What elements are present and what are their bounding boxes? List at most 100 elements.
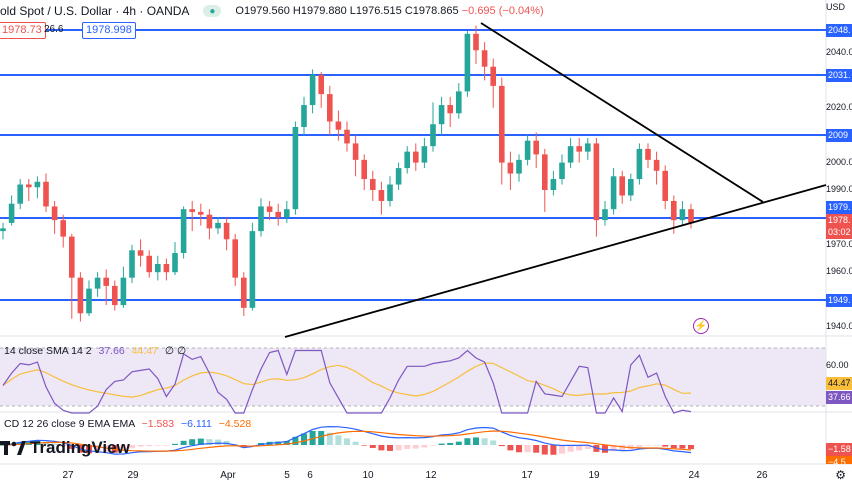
candle-body [172, 253, 178, 273]
tradingview-logo[interactable]: TradingView [0, 438, 130, 458]
macd-hist-bar [301, 433, 307, 445]
symbol-title[interactable]: old Spot / U.S. Dollar · 4h · OANDA [0, 4, 190, 18]
candle-body [610, 176, 617, 210]
candle-body [180, 209, 187, 254]
candle-body [94, 277, 101, 289]
macd-hist-bar [645, 445, 651, 446]
candle-body [26, 184, 32, 188]
macd-legend[interactable]: CD 12 26 close 9 EMA EMA −1.583 −6.111 −… [4, 418, 251, 430]
ohlc-values: O1979.560 H1979.880 L1976.515 C1978.865 [235, 5, 459, 17]
macd-hist-bar [172, 443, 178, 445]
candle-body [653, 159, 660, 171]
macd-hist-bar [146, 445, 153, 447]
candle-body [284, 209, 290, 218]
candle-body [542, 154, 548, 190]
time-tick-label: 19 [588, 470, 600, 481]
rsi-axis-tick: 60.00 [826, 360, 849, 370]
time-tick-label: 5 [284, 470, 290, 481]
macd-hist-bar [180, 440, 187, 445]
candle-body [198, 211, 204, 215]
chart-header: old Spot / U.S. Dollar · 4h · OANDA ● O1… [0, 2, 544, 20]
candle-body [370, 179, 376, 190]
current-price-tag: 1978. [826, 214, 852, 227]
candle-body [352, 143, 359, 160]
macd-hist-bar [412, 445, 419, 449]
candle-body [249, 231, 256, 308]
macd-hist-bar [326, 432, 333, 445]
time-tick-label: 17 [521, 470, 533, 481]
time-tick-label: 10 [362, 470, 374, 481]
candle-body [163, 263, 170, 273]
macd-hist-bar [653, 445, 660, 446]
descending-trendline[interactable] [480, 22, 764, 203]
macd-hist-bar [688, 445, 694, 450]
rsi-sma-value: 44.47 [131, 345, 158, 357]
candle-body [103, 277, 109, 286]
candle-body [335, 121, 342, 130]
candle-body [645, 148, 651, 160]
candle-body [232, 239, 238, 278]
macd-hist-bar [352, 441, 359, 445]
alert-bolt-icon[interactable]: ⚡ [693, 318, 709, 334]
candle-body [129, 250, 135, 278]
macd-hist-bar [318, 431, 325, 445]
macd-label: CD 12 26 close 9 EMA EMA [4, 418, 135, 430]
macd-hist-bar [602, 445, 608, 453]
candle-body [309, 74, 316, 106]
currency-label[interactable]: USD [826, 2, 846, 12]
rsi-value-tag: 37.66 [826, 391, 852, 404]
macd-hist-bar [559, 445, 565, 454]
sell-button[interactable]: 1978.73 [0, 22, 46, 39]
macd-hist-bar [679, 445, 686, 449]
candle-body [258, 206, 264, 232]
rsi-label: 14 close SMA 14 2 [4, 345, 92, 357]
time-tick-label: 27 [62, 470, 74, 481]
candle-body [395, 168, 402, 185]
macd-hist-bar [283, 441, 290, 445]
macd-hist-bar [43, 441, 49, 445]
macd-hist-bar [438, 443, 445, 445]
candle-body [524, 140, 531, 160]
level-tag-1979: 1979. [826, 201, 852, 214]
macd-hist-bar [17, 442, 24, 445]
candle-body [60, 220, 66, 237]
settings-gear-icon[interactable]: ⚙ [835, 468, 846, 482]
time-tick-label: 6 [307, 470, 313, 481]
macd-hist-bar [619, 445, 626, 451]
candle-body [481, 50, 488, 67]
macd-hist-bar [103, 445, 110, 453]
candle-body [576, 146, 582, 152]
price-tick-label: 1990.0 [826, 184, 852, 194]
countdown-tag: 03:02 [826, 226, 852, 239]
ohlc-change: −0.695 (−0.04%) [461, 5, 544, 17]
candle-body [567, 146, 574, 163]
candle-body [688, 209, 694, 223]
candle-body [301, 105, 307, 127]
level-tag-2009: 2009 [826, 129, 852, 142]
candle-body [413, 151, 419, 163]
macd-hist-bar [636, 445, 643, 447]
macd-hist-bar [610, 445, 617, 452]
candle-body [628, 179, 634, 196]
macd-value: −6.111 [181, 418, 212, 430]
buy-button[interactable]: 1978.998 [82, 22, 136, 39]
time-tick-label: Apr [220, 470, 236, 481]
candle-body [146, 255, 152, 273]
macd-hist-bar [309, 431, 316, 445]
macd-hist-bar [516, 445, 522, 453]
rsi-sma-line [2, 362, 692, 398]
candle-body [361, 159, 367, 180]
candle-body [344, 129, 350, 144]
level-tag-2031: 2031. [826, 69, 852, 82]
macd-hist-bar [455, 441, 462, 445]
price-tick-label: 1970.0 [826, 238, 852, 249]
price-tick-label: 2000.0 [826, 156, 852, 167]
macd-hist-bar [154, 445, 161, 446]
market-status-icon[interactable]: ● [203, 5, 222, 17]
time-tick-label: 12 [425, 470, 437, 481]
candle-body [507, 162, 514, 174]
rsi-legend[interactable]: 14 close SMA 14 2 37.66 44.47 ∅ ∅ [4, 345, 186, 357]
macd-hist-bar [129, 445, 135, 449]
ascending-trendline[interactable] [284, 184, 827, 338]
